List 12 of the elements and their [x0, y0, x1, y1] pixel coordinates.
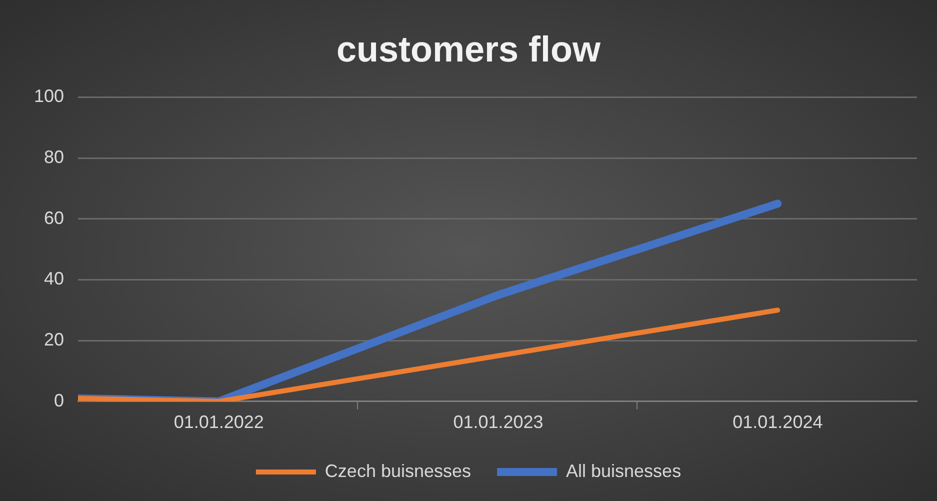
x-tick-label: 01.01.2023 — [453, 412, 544, 432]
y-tick-label: 20 — [44, 330, 64, 350]
legend-label: All buisnesses — [566, 460, 682, 481]
y-tick-label: 40 — [44, 268, 64, 289]
y-tick-label: 0 — [54, 390, 64, 410]
x-tick-label: 01.01.2024 — [732, 412, 823, 432]
y-tick-label: 60 — [44, 208, 64, 228]
y-tick-label: 80 — [44, 147, 64, 168]
y-tick-label: 100 — [34, 86, 64, 106]
legend-label: Czech buisnesses — [324, 460, 472, 481]
chart-title: customers flow — [336, 28, 602, 70]
x-tick-label: 01.01.2022 — [174, 412, 264, 432]
